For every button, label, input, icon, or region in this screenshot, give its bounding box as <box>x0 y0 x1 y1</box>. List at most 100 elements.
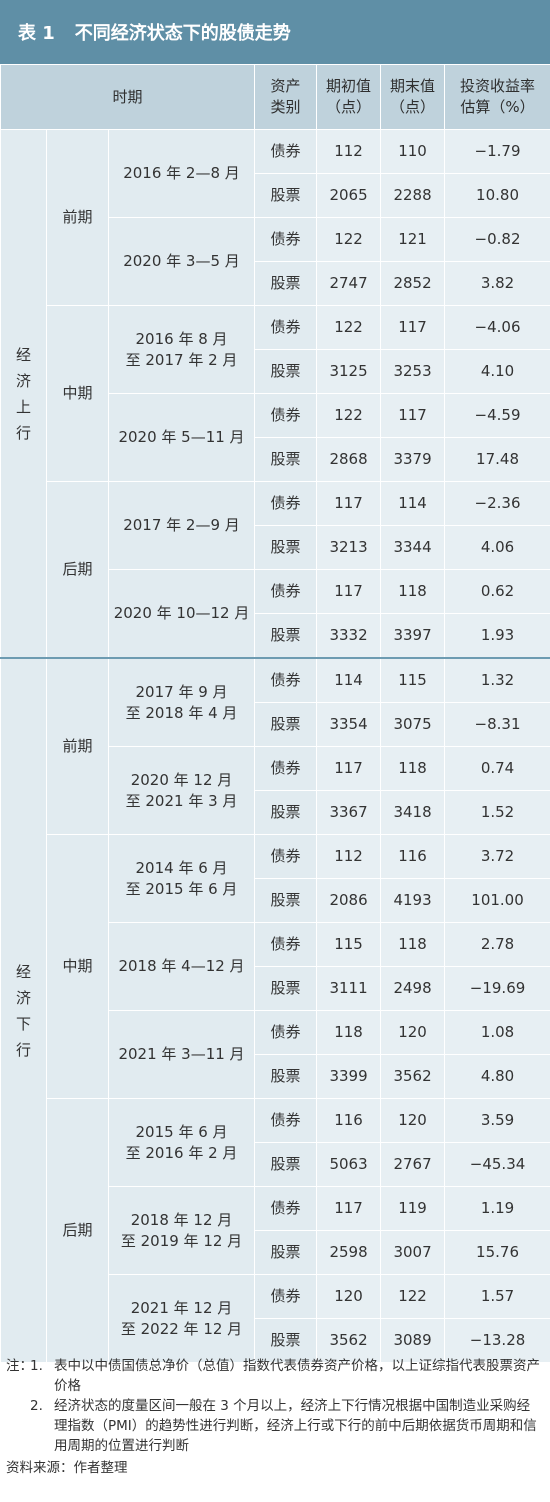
return-cell: 0.74 <box>444 746 550 791</box>
end-value-cell: 2288 <box>380 173 446 218</box>
table-row: 股票 3399 3562 4.80 <box>1 1054 550 1099</box>
end-value-cell: 3089 <box>380 1318 446 1363</box>
return-cell: −4.59 <box>444 393 550 438</box>
asset-type-cell: 债券 <box>254 393 318 438</box>
end-value-cell: 3007 <box>380 1230 446 1275</box>
start-value-cell: 117 <box>316 746 382 791</box>
return-cell: 17.48 <box>444 437 550 482</box>
return-cell: −8.31 <box>444 702 550 747</box>
table-row: 2021 年 3—11 月债券 118 120 1.08 <box>1 1010 550 1099</box>
header-row: 时期 资产 类别 期初值 （点） 期末值 （点） 投资收益率 估算（%） <box>0 64 550 130</box>
economic-state: 经济上行 <box>0 129 47 659</box>
return-cell: 15.76 <box>444 1230 550 1275</box>
period-label: 2014 年 6 月至 2015 年 6 月 <box>107 834 256 923</box>
period-label: 2017 年 2—9 月 <box>107 481 256 570</box>
asset-type-cell: 债券 <box>254 746 318 791</box>
start-value-cell: 2065 <box>316 173 382 218</box>
period-line: 2015 年 6 月 <box>135 1122 228 1141</box>
end-value-cell: 119 <box>380 1186 446 1231</box>
asset-type-cell: 股票 <box>254 437 318 482</box>
return-cell: −0.82 <box>444 217 550 262</box>
end-value-cell: 3253 <box>380 349 446 394</box>
start-value-cell: 118 <box>316 1010 382 1055</box>
table-title: 表 1 不同经济状态下的股债走势 <box>0 0 550 64</box>
return-cell: 1.08 <box>444 1010 550 1055</box>
asset-type-cell: 债券 <box>254 305 318 350</box>
phase-label: 前期 <box>46 129 109 306</box>
end-value-cell: 3418 <box>380 790 446 835</box>
period-line: 2020 年 12 月 <box>130 770 233 789</box>
table-notes: 注： 1. 表中以中债国债总净价（总值）指数代表债券资产价格，以上证综指代表股票… <box>6 1356 542 1478</box>
start-value-cell: 3213 <box>316 525 382 570</box>
note-index: 1. <box>30 1358 43 1374</box>
data-source: 资料来源：作者整理 <box>6 1460 128 1476</box>
asset-type-cell: 债券 <box>254 569 318 614</box>
period-line: 至 2015 年 6 月 <box>125 879 238 898</box>
period-label: 2020 年 3—5 月 <box>107 217 256 306</box>
asset-type-cell: 股票 <box>254 702 318 747</box>
start-value-cell: 117 <box>316 1186 382 1231</box>
asset-type-cell: 股票 <box>254 790 318 835</box>
table-row: 2020 年 10—12 月债券 117 118 0.62 <box>1 569 550 659</box>
table-row: 股票 2086 4193 101.00 <box>1 878 550 923</box>
end-value-cell: 3397 <box>380 613 446 659</box>
state-char: 经 <box>15 345 31 364</box>
return-cell: 1.52 <box>444 790 550 835</box>
period-label: 2020 年 5—11 月 <box>107 393 256 482</box>
return-cell: 4.10 <box>444 349 550 394</box>
end-value-cell: 114 <box>380 481 446 526</box>
period-line: 至 2022 年 12 月 <box>120 1319 243 1338</box>
period-line: 至 2021 年 3 月 <box>125 791 238 810</box>
end-value-cell: 2767 <box>380 1142 446 1187</box>
start-value-cell: 3125 <box>316 349 382 394</box>
phase-label: 前期 <box>46 657 109 835</box>
start-value-cell: 2868 <box>316 437 382 482</box>
state-char: 济 <box>15 371 31 390</box>
phase-label: 后期 <box>46 1098 109 1363</box>
period-label: 2015 年 6 月至 2016 年 2 月 <box>107 1098 256 1187</box>
period-label: 2018 年 12 月至 2019 年 12 月 <box>107 1186 256 1275</box>
end-value-cell: 115 <box>380 657 446 703</box>
note-2: 2. 经济状态的度量区间一般在 3 个月以上，经济上下行情况根据中国制造业采购经… <box>6 1396 542 1456</box>
asset-type-cell: 债券 <box>254 1010 318 1055</box>
asset-type-cell: 股票 <box>254 173 318 218</box>
period-line: 2020 年 3—5 月 <box>123 252 240 270</box>
period-label: 2021 年 3—11 月 <box>107 1010 256 1099</box>
table-row: 股票 3332 3397 1.93 <box>1 613 550 659</box>
asset-type-cell: 股票 <box>254 261 318 306</box>
table-row: 经济下行前期 2017 年 9 月至 2018 年 4 月债券 114 115 1.32 <box>0 657 550 1363</box>
table-title-text: 不同经济状态下的股债走势 <box>74 23 291 44</box>
end-value-cell: 121 <box>380 217 446 262</box>
period-label: 2016 年 2—8 月 <box>107 129 256 218</box>
start-value-cell: 117 <box>316 481 382 526</box>
start-value-cell: 3111 <box>316 966 382 1011</box>
state-char: 下 <box>15 1014 31 1033</box>
start-value-cell: 3367 <box>316 790 382 835</box>
end-value-cell: 120 <box>380 1098 446 1143</box>
period-label: 2020 年 12 月至 2021 年 3 月 <box>107 746 256 835</box>
header-end-value: 期末值 （点） <box>380 64 446 130</box>
table-row: 股票 2868 3379 17.48 <box>1 437 550 482</box>
period-label: 2021 年 12 月至 2022 年 12 月 <box>107 1274 256 1363</box>
end-value-cell: 122 <box>380 1274 446 1319</box>
asset-type-cell: 债券 <box>254 481 318 526</box>
start-value-cell: 122 <box>316 305 382 350</box>
table-row: 股票 3213 3344 4.06 <box>1 525 550 570</box>
start-value-cell: 3562 <box>316 1318 382 1363</box>
start-value-cell: 3399 <box>316 1054 382 1099</box>
table-row: 中期 2016 年 8 月至 2017 年 2 月债券 122 117 −4.06 <box>1 305 550 482</box>
start-value-cell: 116 <box>316 1098 382 1143</box>
start-value-cell: 5063 <box>316 1142 382 1187</box>
period-line: 2018 年 4—12 月 <box>118 957 245 975</box>
return-cell: −19.69 <box>444 966 550 1011</box>
table-row: 股票 3111 2498 −19.69 <box>1 966 550 1011</box>
end-value-cell: 110 <box>380 129 446 174</box>
start-value-cell: 3332 <box>316 613 382 659</box>
note-label: 注： <box>6 1358 33 1374</box>
return-cell: 3.72 <box>444 834 550 879</box>
asset-type-cell: 债券 <box>254 657 318 703</box>
start-value-cell: 120 <box>316 1274 382 1319</box>
note-text: 表中以中债国债总净价（总值）指数代表债券资产价格，以上证综指代表股票资产价格 <box>54 1358 540 1394</box>
start-value-cell: 117 <box>316 569 382 614</box>
end-value-cell: 117 <box>380 393 446 438</box>
